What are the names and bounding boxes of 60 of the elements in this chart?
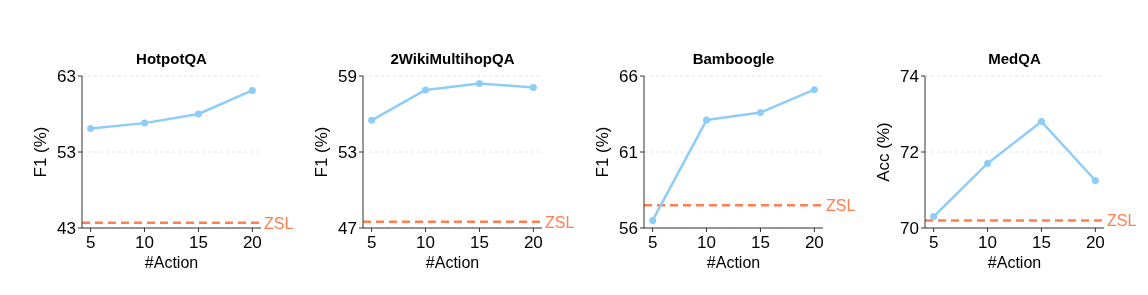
x-tick-label: 20 — [242, 233, 262, 252]
x-tick-label: 10 — [697, 233, 716, 252]
y-tick-label: 70 — [900, 218, 919, 238]
x-tick-label: 5 — [366, 233, 377, 252]
point — [248, 86, 256, 94]
point — [810, 86, 818, 94]
x-axis-title: #Action — [987, 254, 1042, 271]
x-tick-label: 10 — [135, 233, 154, 252]
ref-line-label: ZSL — [826, 197, 856, 215]
point — [1037, 118, 1045, 126]
x-tick-label: 5 — [85, 233, 96, 252]
x-tick-label: 20 — [1085, 233, 1105, 252]
point — [529, 83, 537, 91]
x-tick-label: 5 — [928, 233, 939, 252]
point — [475, 80, 483, 88]
ref-line-label: ZSL — [1107, 212, 1137, 230]
x-tick-label: 10 — [978, 233, 997, 252]
point — [368, 116, 376, 124]
ref-line-label: ZSL — [264, 214, 294, 232]
point — [141, 119, 149, 127]
x-tick-label: 5 — [647, 233, 658, 252]
y-tick-label: 72 — [900, 142, 919, 162]
x-tick-label: 20 — [523, 233, 543, 252]
y-tick-label: 63 — [57, 66, 76, 86]
x-axis-title: #Action — [425, 254, 480, 271]
y-tick-label: 53 — [338, 142, 357, 162]
y-tick-label: 66 — [619, 66, 638, 86]
x-tick-label: 10 — [416, 233, 435, 252]
x-tick-label: 15 — [189, 233, 208, 252]
x-tick-label: 15 — [470, 233, 489, 252]
y-axis-title: F1 (%) — [312, 126, 331, 178]
y-axis-title: F1 (%) — [31, 126, 50, 178]
x-tick-label: 15 — [751, 233, 770, 252]
point — [194, 110, 202, 118]
y-axis-title: F1 (%) — [593, 126, 612, 178]
y-tick-label: 47 — [338, 218, 357, 238]
y-tick-label: 43 — [57, 218, 76, 238]
x-axis-title: #Action — [144, 254, 199, 271]
y-tick-label: 61 — [619, 142, 638, 162]
point — [984, 159, 992, 167]
x-tick-label: 15 — [1032, 233, 1051, 252]
chart-title: 2WikiMultihopQA — [390, 50, 515, 67]
chart-title: Bamboogle — [692, 50, 775, 67]
point — [703, 116, 711, 124]
x-axis-title: #Action — [706, 254, 761, 271]
point — [649, 216, 657, 224]
point — [930, 213, 938, 221]
y-axis-title: Acc (%) — [874, 122, 893, 182]
x-tick-label: 20 — [804, 233, 824, 252]
point — [422, 86, 430, 94]
y-tick-label: 74 — [900, 66, 919, 86]
point — [87, 124, 95, 132]
chart-title: MedQA — [988, 50, 1041, 67]
y-tick-label: 56 — [619, 218, 638, 238]
ref-line-label: ZSL — [545, 213, 575, 231]
y-tick-label: 53 — [57, 142, 76, 162]
y-tick-label: 59 — [338, 66, 357, 86]
chart-title: HotpotQA — [136, 50, 208, 67]
point — [1091, 177, 1099, 184]
point — [756, 108, 764, 116]
